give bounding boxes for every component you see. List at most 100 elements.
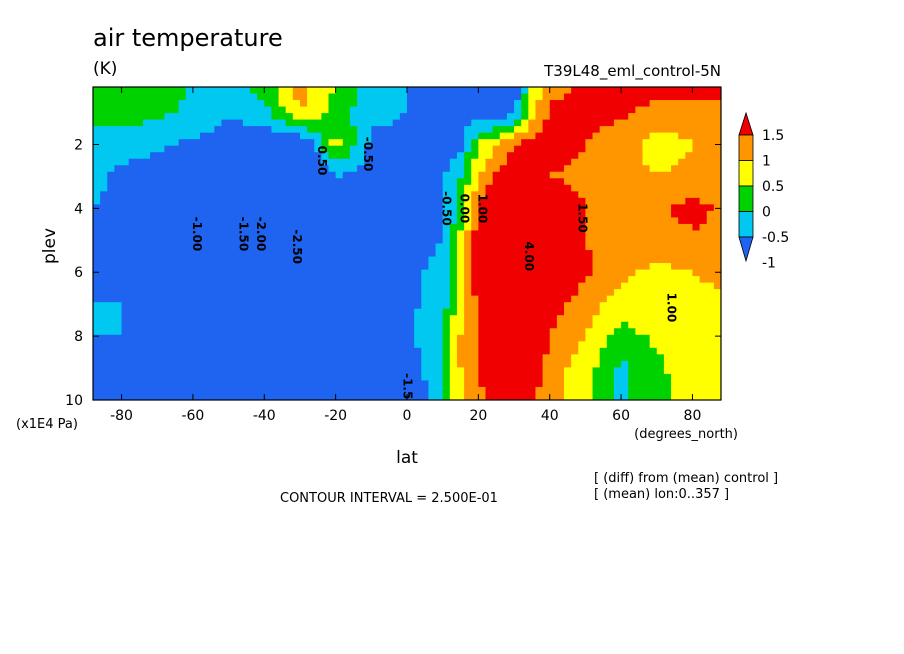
heatmap-cell	[599, 87, 608, 95]
heatmap-cell	[663, 184, 672, 192]
heatmap-cell	[399, 256, 408, 264]
heatmap-cell	[613, 100, 622, 108]
heatmap-cell	[200, 308, 208, 316]
heatmap-cell	[414, 171, 422, 179]
heatmap-cell	[178, 341, 187, 349]
heatmap-cell	[464, 347, 472, 355]
heatmap-cell	[235, 145, 244, 153]
heatmap-cell	[621, 367, 629, 375]
heatmap-cell	[556, 145, 565, 153]
heatmap-cell	[214, 386, 223, 395]
heatmap-cell	[93, 347, 101, 355]
heatmap-cell	[242, 126, 251, 134]
heatmap-cell	[449, 243, 458, 251]
heatmap-cell	[699, 113, 708, 121]
heatmap-cell	[613, 250, 622, 258]
heatmap-cell	[606, 132, 615, 140]
heatmap-cell	[542, 113, 551, 121]
heatmap-cell	[292, 373, 301, 382]
heatmap-cell	[464, 204, 472, 212]
heatmap-cell	[421, 178, 430, 186]
heatmap-cell	[685, 302, 694, 310]
heatmap-cell	[135, 328, 144, 336]
heatmap-cell	[257, 197, 265, 205]
heatmap-cell	[392, 139, 401, 147]
heatmap-cell	[192, 276, 201, 284]
heatmap-cell	[692, 341, 701, 349]
heatmap-cell	[399, 360, 408, 368]
heatmap-cell	[385, 393, 394, 400]
heatmap-cell	[321, 263, 330, 271]
heatmap-cell	[635, 204, 644, 212]
heatmap-cell	[185, 171, 194, 179]
heatmap-cell	[713, 230, 721, 238]
heatmap-cell	[107, 334, 116, 342]
heatmap-cell	[242, 132, 251, 140]
heatmap-cell	[157, 347, 165, 355]
heatmap-cell	[692, 87, 701, 95]
heatmap-cell	[556, 256, 565, 264]
heatmap-cell	[556, 93, 565, 101]
heatmap-cell	[628, 360, 636, 368]
heatmap-cell	[121, 373, 130, 382]
heatmap-cell	[492, 334, 501, 342]
heatmap-cell	[200, 250, 208, 258]
heatmap-cell	[571, 204, 579, 212]
heatmap-cell	[706, 354, 715, 362]
heatmap-cell	[321, 87, 330, 95]
heatmap-cell	[107, 223, 116, 232]
heatmap-cell	[442, 282, 451, 290]
heatmap-cell	[142, 295, 151, 303]
heatmap-cell	[613, 132, 622, 140]
heatmap-cell	[257, 87, 265, 95]
heatmap-cell	[349, 152, 358, 160]
heatmap-cell	[285, 334, 294, 342]
heatmap-cell	[257, 295, 265, 303]
heatmap-cell	[364, 93, 372, 101]
heatmap-cell	[135, 217, 144, 225]
heatmap-cell	[414, 308, 422, 316]
heatmap-cell	[649, 113, 658, 121]
heatmap-cell	[514, 308, 522, 316]
heatmap-cell	[399, 250, 408, 258]
heatmap-cell	[542, 321, 551, 329]
heatmap-cell	[135, 139, 144, 147]
heatmap-cell	[699, 328, 708, 336]
heatmap-cell	[478, 367, 487, 375]
heatmap-cell	[478, 132, 487, 140]
heatmap-cell	[606, 302, 615, 310]
heatmap-cell	[435, 126, 444, 134]
heatmap-cell	[621, 113, 629, 121]
heatmap-cell	[663, 93, 672, 101]
heatmap-cell	[628, 269, 636, 277]
heatmap-cell	[114, 87, 123, 95]
heatmap-cell	[121, 191, 130, 199]
heatmap-cell	[371, 152, 380, 160]
heatmap-cell	[221, 165, 230, 173]
heatmap-cell	[471, 223, 479, 232]
heatmap-cell	[321, 386, 330, 395]
heatmap-cell	[157, 113, 165, 121]
heatmap-cell	[128, 87, 137, 95]
heatmap-cell	[342, 87, 351, 95]
heatmap-cell	[321, 321, 330, 329]
heatmap-cell	[499, 139, 508, 147]
heatmap-cell	[592, 328, 601, 336]
heatmap-cell	[314, 223, 322, 232]
heatmap-cell	[371, 236, 380, 245]
heatmap-cell	[692, 269, 701, 277]
heatmap-cell	[685, 354, 694, 362]
heatmap-cell	[207, 210, 215, 219]
heatmap-cell	[585, 139, 594, 147]
heatmap-cell	[228, 347, 237, 355]
heatmap-cell	[599, 347, 608, 355]
heatmap-cell	[471, 152, 479, 160]
heatmap-cell	[407, 145, 415, 153]
heatmap-cell	[221, 373, 230, 382]
heatmap-cell	[706, 269, 715, 277]
heatmap-cell	[335, 328, 344, 336]
heatmap-cell	[685, 126, 694, 134]
heatmap-cell	[685, 263, 694, 271]
heatmap-cell	[471, 263, 479, 271]
heatmap-cell	[392, 184, 401, 192]
